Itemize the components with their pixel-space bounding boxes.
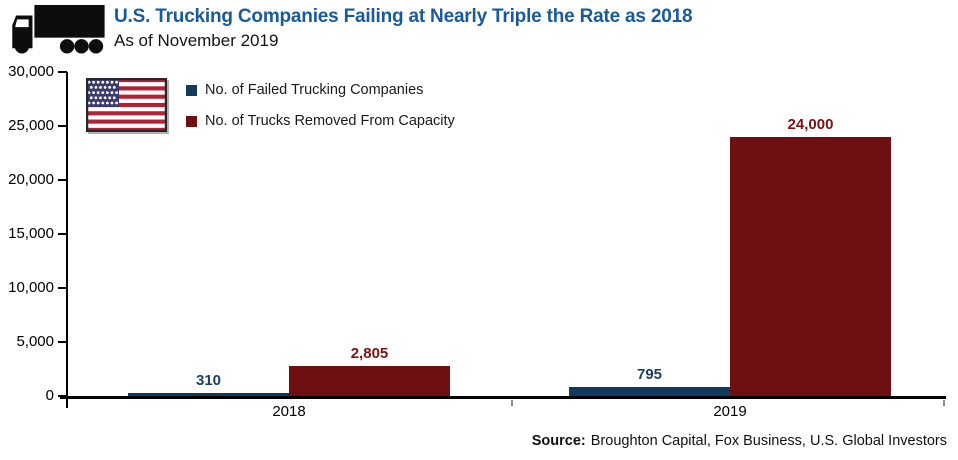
y-axis-tick: [58, 233, 67, 235]
x-axis: [60, 396, 946, 399]
y-axis-tick-label: 20,000: [8, 171, 54, 188]
bar-value-label: 795: [636, 366, 663, 384]
y-axis-tick: [58, 179, 67, 181]
y-axis-tick-label: 0: [45, 387, 54, 404]
y-axis-tick: [58, 287, 67, 289]
source-text: Broughton Capital, Fox Business, U.S. Gl…: [590, 433, 947, 449]
bar-2018-trucks-removed: [289, 365, 450, 396]
x-axis-category-label: 2018: [272, 403, 306, 420]
source-label: Source:: [531, 433, 586, 449]
y-axis-tick: [58, 125, 67, 127]
truck-icon: [12, 4, 105, 54]
legend: No. of Failed Trucking Companies No. of …: [186, 81, 455, 143]
x-axis-tick: [943, 400, 945, 406]
y-axis-tick-label: 30,000: [8, 63, 54, 80]
legend-label-trucks-removed: No. of Trucks Removed From Capacity: [205, 113, 455, 129]
bar-value-label: 2,805: [350, 344, 389, 362]
y-axis-tick-label: 10,000: [8, 279, 54, 296]
bar-2019-failed-companies: [569, 387, 730, 396]
page-subtitle: As of November 2019: [114, 31, 279, 50]
bar-2018-failed-companies: [128, 392, 289, 396]
y-axis-tick-label: 15,000: [8, 225, 54, 242]
x-axis-tick: [511, 400, 513, 406]
y-axis-tick-label: 5,000: [16, 333, 54, 350]
y-axis-tick: [58, 395, 67, 397]
legend-label-failed-companies: No. of Failed Trucking Companies: [205, 82, 424, 98]
y-axis-tick-label: 25,000: [8, 117, 54, 134]
legend-swatch-trucks-removed: [186, 115, 197, 127]
us-flag-icon: [86, 78, 167, 132]
legend-item-failed-companies: No. of Failed Trucking Companies: [186, 81, 455, 99]
x-axis-category-label: 2019: [713, 403, 747, 420]
source-note: Source: Broughton Capital, Fox Business, …: [532, 433, 947, 449]
y-axis-tick: [58, 341, 67, 343]
y-axis-tick: [58, 71, 67, 73]
y-axis: [66, 72, 68, 408]
legend-swatch-failed-companies: [186, 84, 197, 96]
page-title: U.S. Trucking Companies Failing at Nearl…: [114, 6, 693, 27]
bar-value-label: 24,000: [787, 115, 834, 133]
legend-item-trucks-removed: No. of Trucks Removed From Capacity: [186, 112, 455, 130]
bar-2019-trucks-removed: [730, 136, 891, 396]
bar-value-label: 310: [195, 371, 222, 389]
